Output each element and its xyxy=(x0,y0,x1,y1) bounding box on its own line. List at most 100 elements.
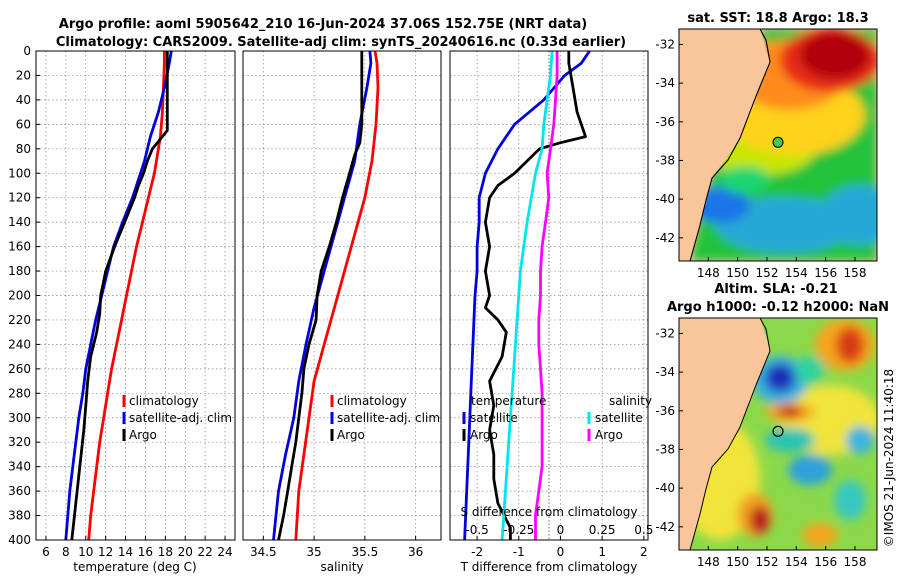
y-tick-label: 20 xyxy=(16,68,31,82)
salinity-panel-frame xyxy=(242,50,442,541)
legend-argo-label: Argo xyxy=(470,428,498,442)
map-lat-tick-label: -38 xyxy=(655,153,675,167)
salinity-panel: 34.5 35 35.5 36 salinity climatology satell… xyxy=(242,50,442,574)
sla-map-frame xyxy=(678,317,878,551)
x-tick-label: 16 xyxy=(138,545,153,559)
y-tick-label: 380 xyxy=(8,509,31,523)
imos-watermark: ©IMOS 21-Jun-2024 11:40:18 xyxy=(882,369,896,547)
map-lon-tick-label: 158 xyxy=(844,555,867,569)
series-line-argo xyxy=(277,51,364,540)
map-lat-tick-label: -42 xyxy=(655,231,675,245)
series-line-argo xyxy=(483,51,587,540)
difference-legend-temperature: temperature satellite Argo xyxy=(462,394,546,442)
y-tick-label: 400 xyxy=(8,533,31,547)
sla-map: Altim. SLA: -0.21 Argo h1000: -0.12 h200… xyxy=(655,282,889,569)
y-tick-label: 180 xyxy=(8,264,31,278)
map-lon-tick-label: 152 xyxy=(756,555,779,569)
x-tick-label: -1 xyxy=(513,545,525,559)
legend-temperature-title: temperature xyxy=(471,394,546,408)
map-lon-tick-label: 158 xyxy=(844,266,867,280)
legend-argo-label: Argo xyxy=(337,428,365,442)
salinity-difference-label: S difference from climatology xyxy=(461,505,638,519)
x-tick-label: -2 xyxy=(471,545,483,559)
temperature-legend: climatology satellite-adj. clim Argo xyxy=(122,394,232,442)
y-tick-label: 240 xyxy=(8,337,31,351)
temperature-xlabel: temperature (deg C) xyxy=(73,560,196,574)
map-lat-tick-label: -38 xyxy=(655,442,675,456)
y-tick-label: 300 xyxy=(8,411,31,425)
series-line-satellite xyxy=(272,51,373,540)
map-lat-tick-label: -42 xyxy=(655,520,675,534)
x-tick-label: 12 xyxy=(98,545,113,559)
sst-argo-position-marker xyxy=(772,136,784,148)
x-tick-label: 24 xyxy=(217,545,232,559)
map-lon-tick-label: 154 xyxy=(785,266,808,280)
x-tick-label: 6 xyxy=(42,545,50,559)
x-tick-label: 22 xyxy=(198,545,213,559)
series-line-climatology xyxy=(87,51,166,540)
y-tick-label: 320 xyxy=(8,435,31,449)
map-lat-tick-label: -36 xyxy=(655,115,675,129)
s-difference-tick-label: 0.5 xyxy=(634,523,653,537)
difference-legend-salinity: salinity satellite Argo xyxy=(587,394,652,442)
x-tick-label: 14 xyxy=(118,545,133,559)
y-tick-label: 160 xyxy=(8,240,31,254)
salinity-xlabel: salinity xyxy=(320,560,363,574)
legend-sat-salinity-label: satellite xyxy=(595,411,643,425)
x-tick-label: 2 xyxy=(640,545,648,559)
map-lon-tick-label: 148 xyxy=(697,555,720,569)
x-tick-label: 0 xyxy=(557,545,565,559)
map-lon-tick-label: 156 xyxy=(814,555,837,569)
x-tick-label: 20 xyxy=(178,545,193,559)
s-difference-tick-label: -0.25 xyxy=(503,523,534,537)
y-tick-label: 140 xyxy=(8,215,31,229)
difference-panel-frame xyxy=(449,50,649,541)
sst-map-title: sat. SST: 18.8 Argo: 18.3 xyxy=(687,11,868,26)
series-line-sat_salinity xyxy=(500,51,554,540)
map-lat-tick-label: -36 xyxy=(655,404,675,418)
map-lat-tick-label: -32 xyxy=(655,326,675,340)
x-tick-label: 1 xyxy=(598,545,606,559)
sst-map-frame xyxy=(678,28,878,262)
y-tick-label: 60 xyxy=(16,117,31,131)
figure-title-line2: Climatology: CARS2009. Satellite-adj cli… xyxy=(56,35,626,50)
sst-map: sat. SST: 18.8 Argo: 18.3 148 150 152 154 15… xyxy=(655,11,878,280)
difference-panel: -2 -1 0 1 2 -0.5 -0.25 0 0.25 0.5 S difference f… xyxy=(449,50,653,574)
legend-salinity-title: salinity xyxy=(609,394,652,408)
map-lon-tick-label: 154 xyxy=(785,555,808,569)
x-tick-label: 35 xyxy=(306,545,321,559)
series-line-climatology xyxy=(294,51,380,540)
legend-satellite-label: satellite-adj. clim xyxy=(337,411,440,425)
y-tick-label: 0 xyxy=(23,44,31,58)
legend-satellite-label: satellite xyxy=(470,411,518,425)
map-lon-tick-label: 156 xyxy=(814,266,837,280)
y-tick-label: 40 xyxy=(16,93,31,107)
temperature-panel: 6 8 10 12 14 16 18 20 22 24 0 20 40 60 80 100 120 140 160… xyxy=(8,44,236,574)
x-tick-label: 36 xyxy=(408,545,423,559)
y-tick-label: 80 xyxy=(16,142,31,156)
series-line-argo_salinity xyxy=(534,51,559,540)
legend-argo-label: Argo xyxy=(129,428,157,442)
map-lat-tick-label: -40 xyxy=(655,481,675,495)
y-tick-label: 280 xyxy=(8,386,31,400)
figure-title-line1: Argo profile: aoml 5905642_210 16-Jun-20… xyxy=(59,17,587,32)
x-tick-label: 18 xyxy=(158,545,173,559)
y-tick-label: 360 xyxy=(8,484,31,498)
map-lon-tick-label: 150 xyxy=(726,266,749,280)
map-lat-tick-label: -34 xyxy=(655,365,675,379)
map-lat-tick-label: -32 xyxy=(655,37,675,51)
s-difference-tick-label: -0.5 xyxy=(465,523,488,537)
y-tick-label: 100 xyxy=(8,166,31,180)
y-tick-label: 220 xyxy=(8,313,31,327)
y-tick-label: 260 xyxy=(8,362,31,376)
legend-climatology-label: climatology xyxy=(337,394,407,408)
sla-map-subtitle: Argo h1000: -0.12 h2000: NaN xyxy=(667,300,889,315)
map-lon-tick-label: 148 xyxy=(697,266,720,280)
legend-argo-salinity-label: Argo xyxy=(595,428,623,442)
series-line-satellite xyxy=(64,51,173,540)
sla-map-title: Altim. SLA: -0.21 xyxy=(714,282,837,297)
x-tick-label: 34.5 xyxy=(250,545,277,559)
salinity-legend: climatology satellite-adj. clim Argo xyxy=(330,394,440,442)
y-tick-label: 200 xyxy=(8,289,31,303)
